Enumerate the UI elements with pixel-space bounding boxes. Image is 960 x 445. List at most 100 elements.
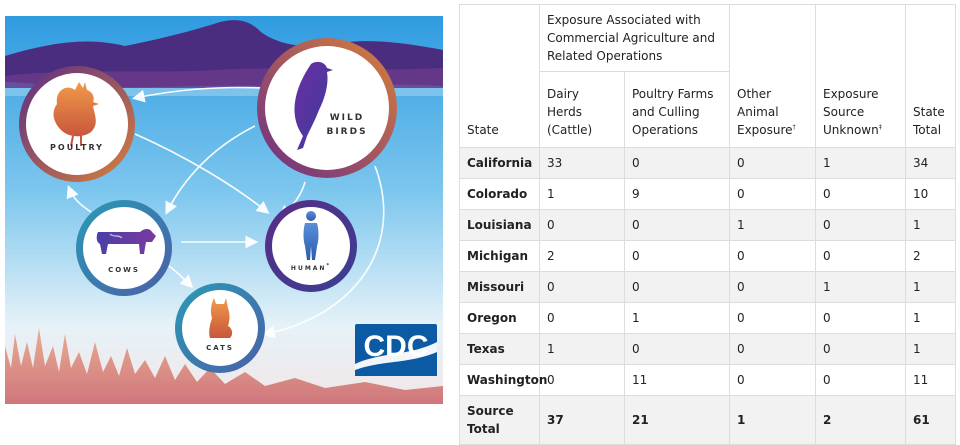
arrow-cows-to-poultry	[66, 185, 92, 213]
cell-total: 11	[905, 364, 956, 396]
cats-node: CATS	[175, 283, 265, 373]
state-name-cell: Louisiana	[459, 209, 540, 241]
totals-label: Source Total	[459, 395, 540, 445]
bird-icon	[294, 61, 333, 151]
cdc-logo: CDC	[355, 324, 437, 376]
human-node: HUMAN*	[265, 200, 357, 292]
totals-total: 61	[905, 395, 956, 445]
footnote-double-dagger: ‡	[878, 124, 882, 131]
cell-poultry: 11	[624, 364, 730, 396]
cell-unknown: 0	[815, 302, 906, 334]
state-name-cell: Washington	[459, 364, 547, 396]
cell-poultry: 0	[624, 209, 730, 241]
cell-dairy: 0	[539, 364, 625, 396]
cell-dairy: 1	[539, 333, 625, 365]
cell-other: 0	[729, 271, 816, 303]
state-name-cell: California	[459, 147, 540, 179]
table-row: Louisiana 0 0 1 0 1	[459, 209, 956, 241]
cell-poultry: 0	[624, 333, 730, 365]
cell-poultry: 0	[624, 240, 730, 272]
cell-unknown: 0	[815, 209, 906, 241]
cell-other: 0	[729, 302, 816, 334]
state-name-cell: Texas	[459, 333, 540, 365]
totals-other: 1	[729, 395, 816, 445]
cell-total: 10	[905, 178, 956, 210]
arrow-poultry-to-human	[134, 133, 270, 215]
totals-poultry: 21	[624, 395, 730, 445]
human-label: HUMAN*	[291, 263, 331, 272]
header-poultry-farms: Poultry Farms and Culling Operations	[624, 71, 730, 148]
poultry-label: POULTRY	[50, 143, 104, 152]
cell-total: 34	[905, 147, 956, 179]
wild-birds-node: WILD BIRDS	[257, 38, 397, 178]
arrow-cows-to-cats	[168, 265, 194, 289]
state-name-cell: Michigan	[459, 240, 540, 272]
cell-other: 0	[729, 333, 816, 365]
cell-poultry: 1	[624, 302, 730, 334]
table-row: Oregon 0 1 0 0 1	[459, 302, 956, 334]
cell-unknown: 0	[815, 178, 906, 210]
cell-other: 0	[729, 240, 816, 272]
arrow-wildbirds-to-cows	[165, 125, 256, 215]
header-dairy-herds: Dairy Herds (Cattle)	[539, 71, 625, 148]
cell-other: 0	[729, 147, 816, 179]
cell-total: 1	[905, 302, 956, 334]
cell-total: 1	[905, 271, 956, 303]
table-row: Michigan 2 0 0 0 2	[459, 240, 956, 272]
cell-unknown: 1	[815, 271, 906, 303]
cats-label: CATS	[206, 344, 234, 352]
cows-node: COWS	[76, 200, 172, 296]
grass-foreground	[5, 328, 443, 404]
wild-birds-label-line2: BIRDS	[326, 127, 367, 137]
horizon-band	[5, 88, 443, 96]
cows-label: COWS	[108, 266, 140, 274]
state-name-cell: Missouri	[459, 271, 540, 303]
header-unknown-text: Exposure Source Unknown	[823, 87, 879, 137]
state-name-cell: Colorado	[459, 178, 540, 210]
cell-poultry: 0	[624, 147, 730, 179]
table-row: Missouri 0 0 0 1 1	[459, 271, 956, 303]
header-other-text: Other Animal Exposure	[737, 87, 793, 137]
arrow-wildbirds-to-cats	[261, 165, 385, 339]
cell-dairy: 2	[539, 240, 625, 272]
table-row: California 33 0 0 1 34	[459, 147, 956, 179]
cell-dairy: 33	[539, 147, 625, 179]
cell-total: 1	[905, 333, 956, 365]
cell-unknown: 0	[815, 333, 906, 365]
header-other-animal-exposure: Other Animal Exposure†	[729, 4, 816, 148]
header-group-commercial-agriculture: Exposure Associated with Commercial Agri…	[539, 4, 730, 72]
cdc-logo-text: CDC	[364, 330, 429, 363]
cell-total: 1	[905, 209, 956, 241]
cell-unknown: 0	[815, 240, 906, 272]
transmission-illustration: POULTRY WILD BIRDS COWS HUMAN*	[5, 16, 443, 404]
cell-other: 0	[729, 178, 816, 210]
table-row: Texas 1 0 0 0 1	[459, 333, 956, 365]
cell-poultry: 9	[624, 178, 730, 210]
header-state: State	[459, 4, 540, 148]
cell-other: 0	[729, 364, 816, 396]
exposure-table-container: State Exposure Associated with Commercia…	[459, 4, 956, 445]
human-label-marker: *	[326, 263, 331, 269]
exposure-table: State Exposure Associated with Commercia…	[459, 4, 956, 445]
cell-dairy: 0	[539, 302, 625, 334]
table-row: Washington 0 11 0 0 11	[459, 364, 956, 396]
header-state-total: State Total	[905, 4, 956, 148]
chicken-icon	[53, 82, 99, 147]
poultry-node: POULTRY	[19, 66, 135, 182]
totals-dairy: 37	[539, 395, 625, 445]
cell-dairy: 1	[539, 178, 625, 210]
cell-unknown: 1	[815, 147, 906, 179]
person-icon	[303, 211, 319, 260]
totals-unknown: 2	[815, 395, 906, 445]
cell-unknown: 0	[815, 364, 906, 396]
table-body: California 33 0 0 1 34 Colorado 1 9 0 0 10 Louisiana…	[459, 147, 956, 445]
footnote-dagger: †	[792, 124, 796, 131]
table-row: Colorado 1 9 0 0 10	[459, 178, 956, 210]
totals-row: Source Total 37 21 1 2 61	[459, 395, 956, 445]
cow-icon	[96, 229, 156, 254]
cell-other: 1	[729, 209, 816, 241]
human-label-text: HUMAN	[291, 265, 327, 272]
cell-dairy: 0	[539, 209, 625, 241]
cell-total: 2	[905, 240, 956, 272]
wild-birds-label-line1: WILD	[330, 113, 364, 123]
